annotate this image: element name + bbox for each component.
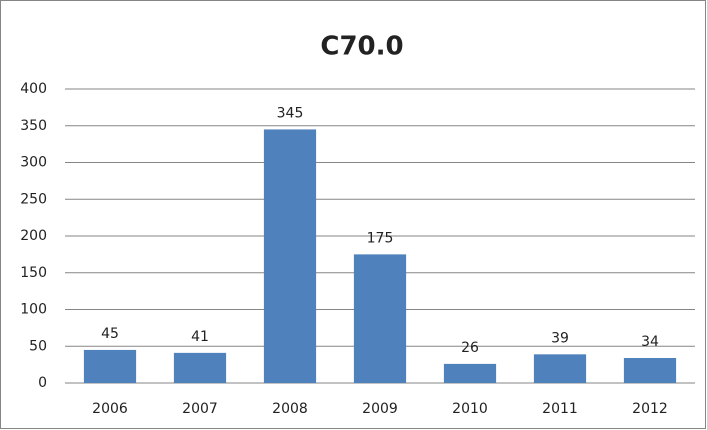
bar [623,358,677,383]
y-tick-label: 0 [38,375,47,391]
y-tick-label: 200 [20,228,47,244]
x-tick-label: 2012 [632,401,668,417]
bar [353,254,407,383]
x-tick-label: 2006 [92,401,128,417]
y-tick-label: 350 [20,118,47,134]
data-label: 26 [461,340,479,356]
bar [533,354,587,383]
data-label: 45 [101,326,119,342]
bar [443,363,497,383]
bar [263,129,317,383]
y-tick-label: 400 [20,81,47,97]
y-tick-label: 250 [20,191,47,207]
y-tick-label: 150 [20,265,47,281]
x-tick-label: 2008 [272,401,308,417]
data-label: 39 [551,330,569,346]
data-label: 34 [641,334,659,350]
data-label: 41 [191,329,209,345]
x-tick-label: 2009 [362,401,398,417]
chart-title: C70.0 [320,32,403,62]
bar [173,352,227,383]
bar [83,349,137,383]
data-label: 345 [277,105,304,121]
y-tick-label: 100 [20,302,47,318]
y-tick-label: 50 [29,338,47,354]
x-tick-label: 2010 [452,401,488,417]
data-label: 175 [367,230,394,246]
y-tick-label: 300 [20,155,47,171]
x-tick-label: 2007 [182,401,218,417]
x-tick-label: 2011 [542,401,578,417]
